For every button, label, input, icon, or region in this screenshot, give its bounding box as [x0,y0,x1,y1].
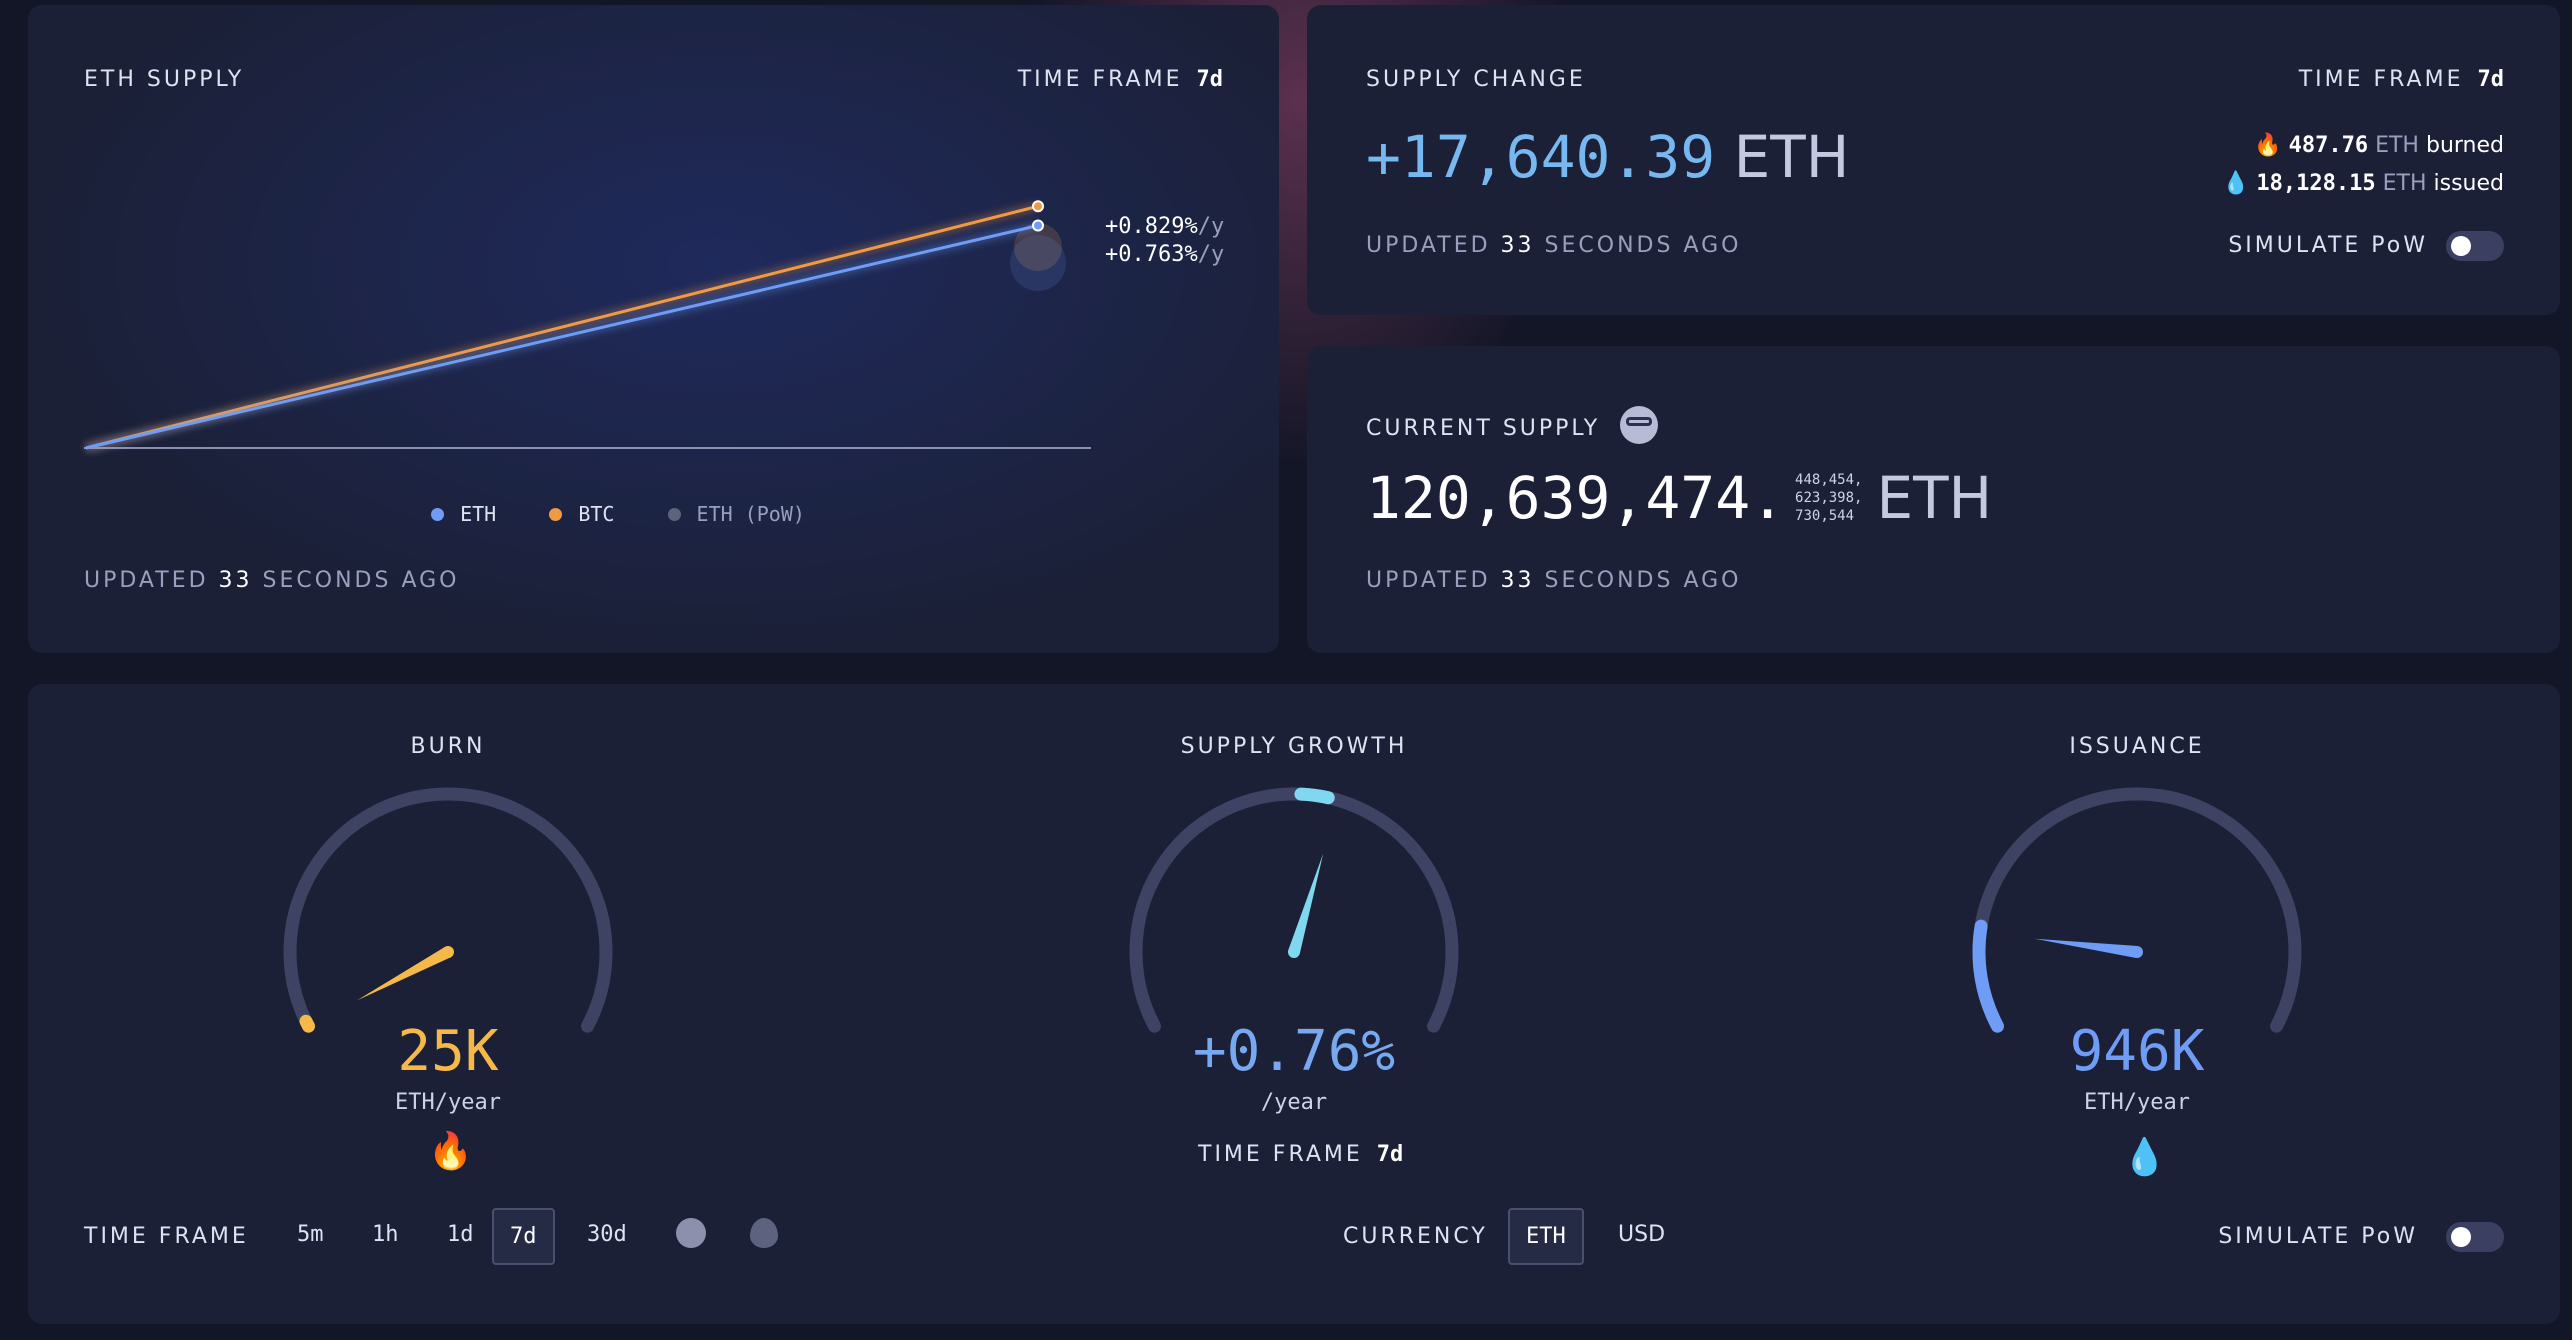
gauge-needle [2034,938,2138,958]
fire-icon: 🔥 [2254,133,2282,158]
burn-gauge [283,787,613,1033]
time-frame-5m[interactable]: 5m [297,1222,324,1247]
simulate-pow-toggle[interactable] [2446,231,2504,261]
droplet-icon: 💧 [2222,171,2250,196]
time-frame-indicator: TIME FRAME 7d [1017,67,1223,92]
gauge-track [283,787,613,1033]
btc-endpoint-glow [1014,223,1062,271]
time-frame-1h[interactable]: 1h [372,1222,399,1247]
time-frame-30d[interactable]: 30d [587,1222,627,1247]
simulate-pow-toggle[interactable] [2446,1222,2504,1252]
nerd-face-icon [1620,406,1659,444]
burn-issue-breakdown: 🔥 487.76 ETH burned 💧 18,128.15 ETH issu… [2222,127,2504,203]
gauge-needle [357,946,451,1001]
fire-icon: 🔥 [428,1131,473,1172]
burned-row: 🔥 487.76 ETH burned [2254,133,2504,158]
gauge-level-arc [1294,787,1335,805]
btc-rate-label: +0.829%/y [1105,214,1225,239]
eth-series-line [85,224,1039,450]
supply-decimals: 448,454, 623,398, 730,544 [1795,472,1863,524]
rate-labels: +0.829%/y +0.763%/y [1105,213,1224,269]
time-frame-7d[interactable]: 7d [492,1208,555,1265]
btc-endpoint [1032,200,1044,213]
time-frame-indicator: TIME FRAME 7d [2298,67,2504,92]
issuance-gauge-title: ISSUANCE [2069,734,2205,759]
legend-eth[interactable]: ETH [431,502,496,526]
gauge-needle-hub [2131,946,2143,958]
issuance-value: 946K [2069,1019,2205,1084]
burn-unit: ETH/year [395,1090,501,1115]
supply-growth-gauge [1129,787,1459,1033]
eth-supply-panel: ETH SUPPLY TIME FRAME 7d +0.829%/y +0.763… [28,5,1279,653]
supply-growth-time-frame: TIME FRAME 7d [1198,1142,1404,1167]
simulate-pow-label: SIMULATE PoW [2218,1224,2418,1249]
burn-value: 25K [397,1019,499,1084]
supply-growth-unit: /year [1260,1090,1328,1115]
issued-row: 💧 18,128.15 ETH issued [2222,171,2504,196]
currency-usd[interactable]: USD [1618,1222,1666,1247]
eth-endpoint-glow [1010,235,1066,291]
supply-growth-value: +0.76% [1192,1019,1396,1084]
supply-change-value: +17,640.39 ETH [1366,123,1850,191]
eth-endpoint [1032,219,1044,232]
burn-gauge-title: BURN [410,734,486,759]
panel-title: ETH SUPPLY [84,67,245,92]
droplet-icon: 💧 [2122,1137,2167,1178]
gauge-needle [1288,853,1324,954]
updated-status: UPDATED 33 SECONDS AGO [1366,233,1742,258]
currency-eth[interactable]: ETH [1508,1208,1584,1265]
supply-change-panel: SUPPLY CHANGE TIME FRAME 7d +17,640.39 ET… [1307,5,2560,315]
time-frame-label: TIME FRAME [84,1224,249,1249]
panda-icon[interactable] [676,1218,706,1248]
legend-btc[interactable]: BTC [549,502,614,526]
supply-line-chart [84,200,1091,452]
issuance-gauge [1972,787,2302,1033]
current-supply-value: 120,639,474. 448,454, 623,398, 730,544 ETH [1366,464,1993,532]
gauge-level-arc [299,1014,315,1033]
eth-rate-label: +0.763%/y [1105,242,1225,267]
chart-legend: ETH BTC ETH (PoW) [28,502,1208,526]
gauge-needle-hub [442,946,454,958]
current-supply-panel: CURRENT SUPPLY 120,639,474. 448,454, 623,… [1307,346,2560,653]
supply-growth-gauge-title: SUPPLY GROWTH [1180,734,1408,759]
gauges-panel: BURN SUPPLY GROWTH ISSUANCE 25K ETH/year… [28,684,2560,1324]
gauge-track [1129,787,1459,1033]
gauge-needle-hub [1288,946,1300,958]
issuance-unit: ETH/year [2084,1090,2190,1115]
legend-eth-pow[interactable]: ETH (PoW) [667,502,805,526]
gauge-level-arc [1972,919,2004,1033]
updated-status: UPDATED 33 SECONDS AGO [1366,568,1742,593]
simulate-pow-label: SIMULATE PoW [2228,233,2428,258]
gauge-track [1972,787,2302,1033]
updated-status: UPDATED 33 SECONDS AGO [84,568,460,593]
panel-title: SUPPLY CHANGE [1366,67,1586,92]
fire-icon[interactable] [750,1218,778,1248]
currency-label: CURRENCY [1343,1224,1488,1249]
panel-title: CURRENT SUPPLY [1366,406,1659,448]
time-frame-1d[interactable]: 1d [447,1222,474,1247]
